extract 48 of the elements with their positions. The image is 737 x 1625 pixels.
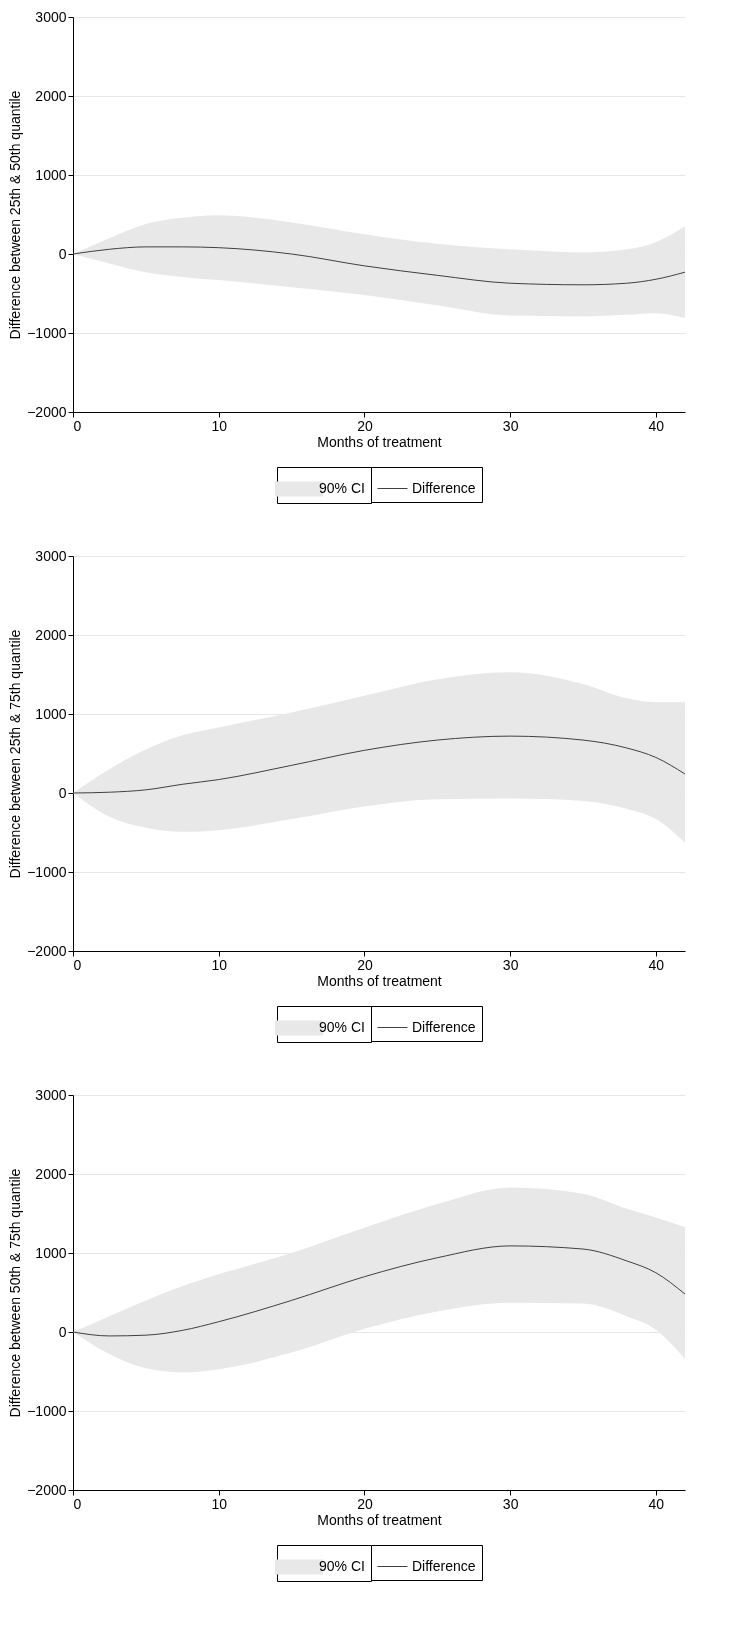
y-tick-label: −1000 bbox=[27, 324, 67, 341]
line-series bbox=[72, 246, 686, 286]
y-tick-label: 0 bbox=[58, 1323, 67, 1340]
text: 90% CI bbox=[319, 480, 365, 496]
x-tick-label: 20 bbox=[357, 956, 373, 973]
line-series bbox=[72, 1245, 686, 1337]
x-tick-label: 0 bbox=[73, 956, 82, 973]
y-tick-label: −1000 bbox=[27, 1402, 67, 1419]
y-tick-label: 3000 bbox=[35, 547, 67, 564]
y-tick-label: 1000 bbox=[35, 705, 67, 722]
x-tick-label: 0 bbox=[73, 1495, 82, 1512]
y-tick-label: 1000 bbox=[35, 166, 67, 183]
y-tick-label: −2000 bbox=[27, 1481, 67, 1498]
y-tick-label: 2000 bbox=[35, 87, 67, 104]
x-tick-label: 10 bbox=[211, 417, 228, 434]
x-axis-title: Months of treatment bbox=[317, 1511, 442, 1528]
y-axis-title: Difference between 25th & 75th quantile bbox=[7, 629, 24, 879]
legend-label: Difference bbox=[412, 1557, 476, 1574]
y-tick-label: 2000 bbox=[35, 626, 67, 643]
x-tick-label: 10 bbox=[211, 1495, 228, 1512]
y-tick-label: 0 bbox=[58, 784, 67, 801]
x-tick-label: 0 bbox=[73, 417, 82, 434]
x-tick-label: 30 bbox=[502, 417, 519, 434]
y-axis-title: Difference between 25th & 50th quantile bbox=[7, 90, 24, 340]
x-axis-title: Months of treatment bbox=[317, 433, 442, 450]
y-tick-label: −1000 bbox=[27, 863, 67, 880]
x-axis-title: Months of treatment bbox=[317, 972, 442, 989]
legend-label: Difference bbox=[412, 1018, 476, 1035]
y-axis-title: Difference between 50th & 75th quantile bbox=[7, 1168, 24, 1418]
x-tick-label: 20 bbox=[357, 1495, 373, 1512]
x-tick-label: 30 bbox=[502, 956, 519, 973]
y-tick-label: 3000 bbox=[35, 8, 67, 25]
y-tick-label: 0 bbox=[58, 245, 67, 262]
x-tick-label: 10 bbox=[211, 956, 228, 973]
text: 90% CI bbox=[319, 1558, 365, 1574]
x-tick-label: 20 bbox=[357, 417, 373, 434]
y-tick-label: −2000 bbox=[27, 942, 67, 959]
x-tick-label: 30 bbox=[502, 1495, 519, 1512]
y-tick-label: 3000 bbox=[35, 1086, 67, 1103]
x-tick-label: 40 bbox=[648, 417, 665, 434]
line-series bbox=[72, 735, 686, 794]
y-tick-label: 1000 bbox=[35, 1244, 67, 1261]
y-tick-label: −2000 bbox=[27, 403, 67, 420]
y-tick-label: 2000 bbox=[35, 1165, 67, 1182]
text: 90% CI bbox=[319, 1019, 365, 1035]
legend-label: Difference bbox=[412, 479, 476, 496]
x-tick-label: 40 bbox=[648, 1495, 665, 1512]
x-tick-label: 40 bbox=[648, 956, 665, 973]
